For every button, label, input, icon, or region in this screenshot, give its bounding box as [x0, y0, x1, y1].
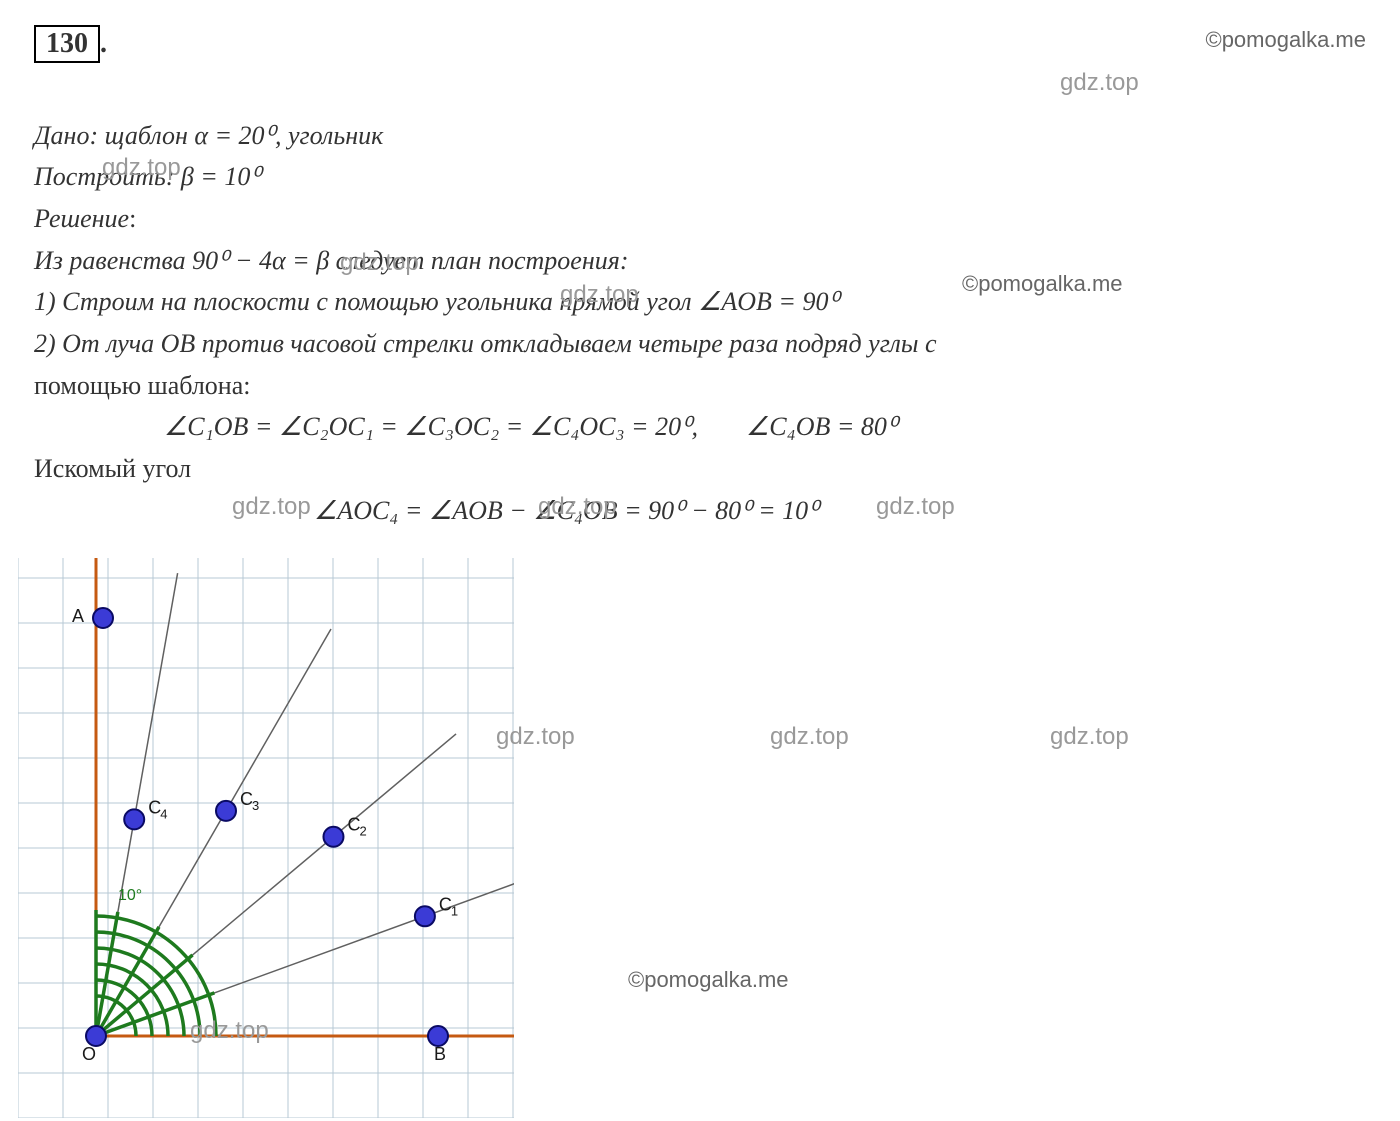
task-number: 130	[34, 25, 100, 63]
equation1: ∠C₁OB = ∠C₂OC₁ = ∠C₃OC₂ = ∠C₄OC₃ = 20⁰, ∠…	[34, 408, 1366, 446]
step2b-text: помощью шаблона:	[34, 371, 250, 400]
svg-text:10°: 10°	[118, 887, 142, 904]
solution-line: Решение:	[34, 200, 1366, 238]
svg-text:3: 3	[252, 798, 259, 813]
step1-line: 1) Строим на плоскости с помощью угольни…	[34, 283, 1366, 321]
task-number-dot: .	[100, 28, 107, 59]
step2a-text: 2) От луча OB против часовой стрелки отк…	[34, 329, 936, 358]
plan-text: Из равенства 90⁰ − 4α = β следует план п…	[34, 246, 628, 275]
eq1-right: ∠C₄OB = 80⁰	[746, 412, 897, 441]
svg-text:4: 4	[160, 806, 167, 821]
svg-text:O: O	[82, 1044, 96, 1064]
result-intro: Искомый угол	[34, 450, 1366, 488]
step2b-line: помощью шаблона:	[34, 367, 1366, 405]
eq2-text: ∠AOC₄ = ∠AOB − ∠C₄OB = 90⁰ − 80⁰ = 10⁰	[314, 496, 819, 525]
solution-label: Решение	[34, 204, 129, 233]
given-label: Дано	[34, 121, 89, 150]
build-line: Построить: β = 10⁰	[34, 158, 1366, 196]
solution-colon: :	[129, 204, 136, 233]
svg-text:2: 2	[359, 824, 366, 839]
plan-line: Из равенства 90⁰ − 4α = β следует план п…	[34, 242, 1366, 280]
step2a-line: 2) От луча OB против часовой стрелки отк…	[34, 325, 1366, 363]
build-value: : β = 10⁰	[166, 162, 261, 191]
watermark-pomogalka: ©pomogalka.me	[628, 964, 789, 996]
geometry-diagram: 10°OBAC1C2C3C4	[18, 558, 514, 1118]
given-line: Дано: щаблон α = 20⁰, угольник	[34, 117, 1366, 155]
svg-text:1: 1	[451, 903, 458, 918]
task-number-wrap: 130.	[34, 24, 107, 65]
watermark-gdz: gdz.top	[1050, 720, 1129, 755]
step1-text: 1) Строим на плоскости с помощью угольни…	[34, 287, 839, 316]
header-row: 130. ©pomogalka.me	[34, 24, 1366, 65]
watermark-pomogalka-top: ©pomogalka.me	[1205, 24, 1366, 56]
svg-text:B: B	[434, 1044, 446, 1064]
svg-text:A: A	[72, 606, 84, 626]
equation2: ∠AOC₄ = ∠AOB − ∠C₄OB = 90⁰ − 80⁰ = 10⁰	[34, 492, 1366, 530]
result-intro-text: Искомый угол	[34, 454, 191, 483]
eq1-left: ∠C₁OB = ∠C₂OC₁ = ∠C₃OC₂ = ∠C₄OC₃ = 20⁰,	[164, 412, 698, 441]
build-label: Построить	[34, 162, 166, 191]
watermark-gdz: gdz.top	[770, 720, 849, 755]
given-value: : щаблон α = 20⁰, угольник	[89, 121, 383, 150]
